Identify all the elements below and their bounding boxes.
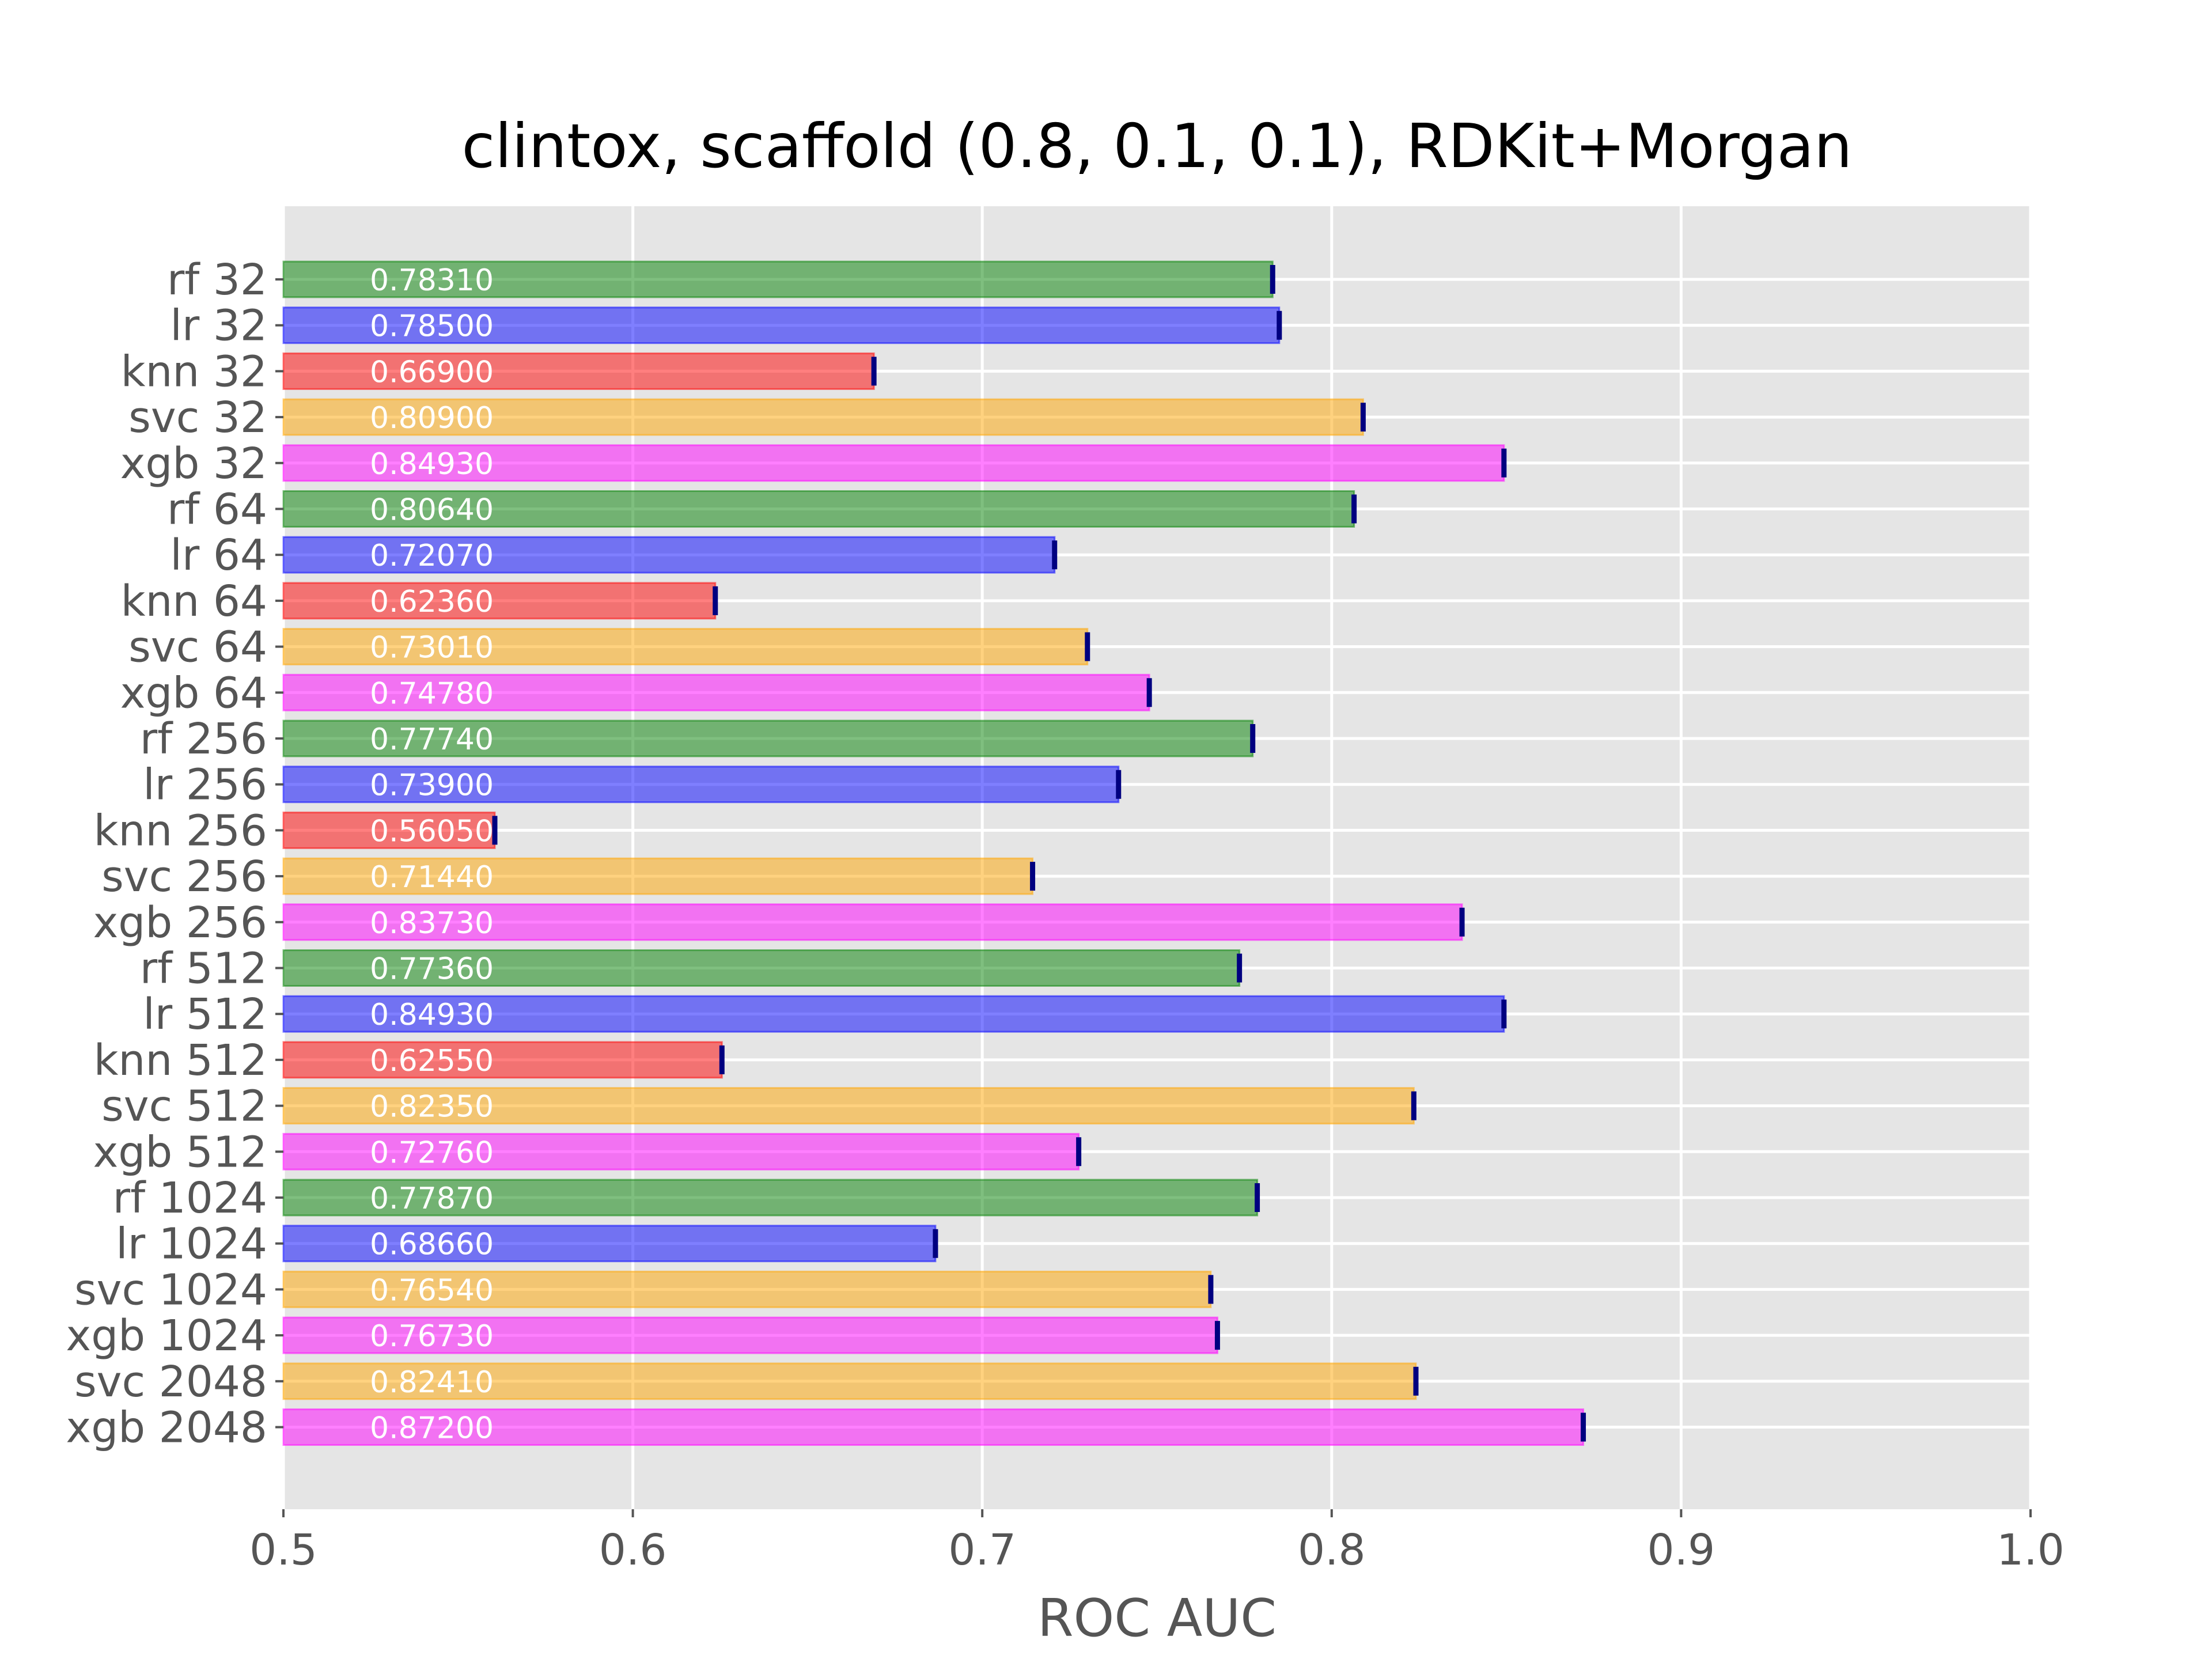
y-tick-label: rf 1024 (113, 1173, 267, 1223)
y-tick-label: knn 64 (121, 577, 267, 626)
y-tick-label: rf 32 (167, 255, 267, 305)
bar-xgb-32 (282, 444, 1505, 482)
bar-lr-32 (282, 306, 1281, 344)
bar-xgb-256 (282, 903, 1463, 941)
bar-rf-1024 (282, 1179, 1259, 1217)
y-tick-label: xgb 64 (120, 668, 267, 718)
y-tick-label: knn 512 (94, 1036, 267, 1085)
y-tick-label: xgb 256 (93, 898, 267, 948)
bar-lr-512 (282, 995, 1505, 1033)
bar-value-label: 0.78310 (370, 263, 494, 298)
x-tick-label: 0.7 (948, 1525, 1016, 1575)
bar-knn-64 (282, 582, 717, 620)
bar-value-label: 0.76540 (370, 1273, 494, 1308)
y-tick-label: rf 64 (167, 485, 267, 535)
y-tick-label: lr 1024 (116, 1219, 267, 1269)
x-axis-label: ROC AUC (1037, 1588, 1277, 1649)
y-tick-label: rf 256 (140, 714, 267, 764)
bar-value-label: 0.80640 (370, 493, 494, 528)
bar-value-label: 0.62550 (370, 1044, 494, 1078)
y-tick-label: xgb 2048 (66, 1403, 267, 1453)
bar-lr-256 (282, 766, 1120, 804)
bar-value-label: 0.71440 (370, 860, 494, 895)
bar-value-label: 0.66900 (370, 355, 494, 389)
y-tick-label: svc 2048 (74, 1357, 267, 1407)
y-tick-label: lr 64 (170, 531, 267, 580)
chart-title: clintox, scaffold (0.8, 0.1, 0.1), RDKit… (461, 111, 1852, 181)
bar-value-label: 0.84930 (370, 447, 494, 482)
bar-value-label: 0.68660 (370, 1228, 494, 1262)
x-tick-label: 0.5 (249, 1525, 317, 1575)
y-tick-label: knn 256 (94, 806, 267, 855)
y-tick-label: xgb 1024 (66, 1311, 267, 1361)
bar-value-label: 0.76730 (370, 1319, 494, 1354)
bar-xgb-2048 (282, 1408, 1585, 1446)
x-tick-label: 0.8 (1298, 1525, 1366, 1575)
y-tick-label: xgb 32 (120, 439, 267, 488)
bar-rf-32 (282, 260, 1274, 298)
bar-value-label: 0.74780 (370, 676, 494, 711)
x-tick-label: 0.6 (599, 1525, 667, 1575)
bar-xgb-64 (282, 673, 1150, 711)
bar-value-label: 0.77360 (370, 952, 494, 987)
y-tick-label: lr 256 (143, 760, 267, 810)
y-tick-label: xgb 512 (93, 1127, 267, 1177)
bar-value-label: 0.87200 (370, 1411, 494, 1446)
y-tick-label: knn 32 (121, 347, 267, 396)
x-axis-ticks: 0.5 0.6 0.7 0.8 0.9 1.0 (249, 1509, 2065, 1575)
bar-knn-512 (282, 1041, 723, 1079)
x-tick-label: 0.9 (1647, 1525, 1715, 1575)
x-tick-label: 1.0 (1997, 1525, 2065, 1575)
bar-value-label: 0.62360 (370, 585, 494, 619)
y-tick-label: svc 32 (128, 393, 267, 442)
bar-value-label: 0.84930 (370, 998, 494, 1032)
bar-value-label: 0.56050 (370, 814, 494, 849)
bar-svc-512 (282, 1087, 1415, 1125)
bar-value-label: 0.80900 (370, 401, 494, 435)
bar-value-label: 0.73900 (370, 768, 494, 803)
data-labels: 0.78310 0.78500 0.66900 0.80900 0.84930 0.806… (370, 263, 494, 1446)
y-tick-label: lr 512 (143, 990, 267, 1039)
y-tick-label: svc 256 (101, 852, 267, 902)
y-tick-label: rf 512 (140, 944, 267, 994)
y-tick-label: svc 64 (128, 623, 267, 672)
bar-value-label: 0.72760 (370, 1135, 494, 1170)
bar-value-label: 0.72070 (370, 539, 494, 573)
bar-value-label: 0.77870 (370, 1181, 494, 1216)
bar-svc-32 (282, 398, 1364, 436)
bar-value-label: 0.83730 (370, 906, 494, 941)
bar-value-label: 0.73010 (370, 631, 494, 665)
y-tick-label: svc 512 (101, 1082, 267, 1131)
bar-rf-256 (282, 719, 1254, 757)
bar-value-label: 0.82350 (370, 1090, 494, 1124)
error-bars (492, 265, 1586, 1442)
y-tick-label: svc 1024 (74, 1265, 267, 1315)
bar-value-label: 0.77740 (370, 722, 494, 757)
bar-svc-64 (282, 628, 1089, 666)
bar-value-label: 0.78500 (370, 309, 494, 344)
bar-value-label: 0.82410 (370, 1365, 494, 1400)
bar-xgb-512 (282, 1132, 1080, 1171)
y-tick-label: lr 32 (170, 301, 267, 351)
